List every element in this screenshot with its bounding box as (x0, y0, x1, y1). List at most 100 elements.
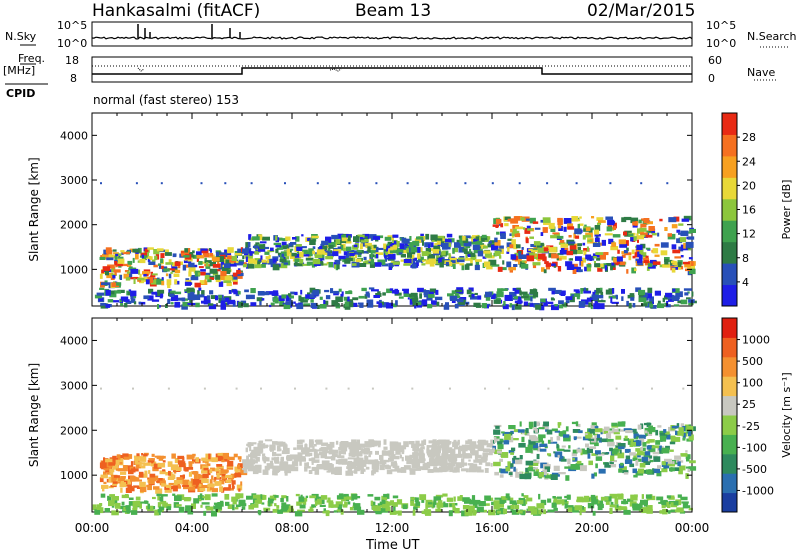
echo-cell (486, 452, 493, 456)
echo-cell (530, 438, 539, 442)
echo-cell (302, 263, 311, 266)
echo-cell (160, 253, 165, 259)
echo-cell (448, 458, 452, 463)
echo-cell (641, 508, 649, 514)
noise-tick-bottom-right: 10^0 (706, 37, 737, 50)
echo-cell (586, 246, 589, 252)
echo-cell (325, 250, 329, 253)
echo-cell (418, 453, 423, 459)
colorbar-tick-label: 4 (742, 276, 749, 289)
echo-cell (353, 506, 362, 511)
echo-cell (427, 451, 436, 458)
echo-cell (553, 451, 556, 454)
echo-cell (511, 447, 516, 452)
echo-cell (592, 496, 597, 500)
echo-cell (609, 461, 614, 467)
echo-cell (206, 463, 211, 467)
echo-cell (469, 453, 472, 457)
echo-cell (361, 250, 369, 254)
noise-sky-line (91, 36, 693, 40)
echo-cell (613, 226, 616, 230)
echo-cell (617, 494, 624, 500)
echo-cell (473, 459, 480, 463)
echo-cell (628, 255, 632, 261)
echo-cell (357, 466, 361, 469)
echo-cell (666, 495, 672, 499)
echo-cell (417, 287, 424, 292)
echo-cell (275, 260, 278, 266)
echo-cell (167, 461, 173, 467)
echo-cell (588, 227, 594, 231)
echo-cell (554, 304, 558, 307)
echo-cell (307, 447, 310, 451)
echo-cell (412, 297, 419, 302)
echo-cell (661, 461, 666, 465)
echo-cell (456, 239, 462, 245)
echo-cell (519, 473, 527, 480)
echo-cell (561, 303, 567, 306)
echo-cell (360, 453, 362, 457)
echo-cell (294, 291, 298, 296)
echo-cell (330, 455, 336, 461)
echo-cell (518, 296, 522, 301)
echo-cell (483, 245, 488, 249)
echo-cell (135, 253, 139, 260)
echo-cell (501, 288, 508, 291)
echo-cell (376, 247, 384, 250)
echo-cell (587, 453, 591, 459)
echo-cell (293, 447, 297, 450)
echo-cell (494, 437, 497, 443)
echo-cell (368, 453, 371, 458)
echo-cell (275, 248, 279, 254)
echo-cell (348, 290, 352, 293)
echo-cell (520, 291, 528, 295)
echo-cell (525, 302, 533, 306)
echo-cell (266, 463, 274, 469)
echo-cell (371, 470, 375, 476)
echo-cell (214, 468, 220, 472)
echo-cell (632, 221, 638, 226)
echo-cell (345, 246, 352, 251)
echo-cell (680, 265, 684, 270)
echo-cell (615, 435, 622, 440)
colorbar-tick-label: -100 (742, 441, 767, 454)
echo-cell (218, 274, 226, 281)
echo-cell (648, 448, 656, 453)
echo-cell (442, 493, 448, 497)
echo-cell (604, 233, 613, 236)
echo-cell (396, 499, 403, 505)
echo-cell (171, 267, 175, 271)
echo-cell (577, 243, 582, 247)
echo-cell (491, 244, 499, 251)
echo-cell (495, 425, 500, 429)
echo-cell (397, 468, 402, 473)
echo-cell (445, 447, 453, 451)
echo-cell (311, 466, 318, 471)
echo-cell (564, 495, 571, 499)
echo-cell (636, 260, 643, 264)
echo-cell (501, 267, 507, 271)
echo-cell (566, 264, 575, 270)
echo-cell (187, 302, 196, 305)
echo-cell (337, 263, 340, 270)
echo-cell (431, 505, 434, 509)
radar-title: Hankasalmi (fitACF) (92, 1, 261, 21)
echo-cell (519, 455, 523, 460)
echo-cell (526, 497, 533, 502)
sparse-echo (640, 182, 643, 185)
echo-cell (243, 465, 248, 470)
echo-cell (409, 242, 413, 248)
echo-cell (136, 485, 143, 489)
echo-cell (596, 217, 604, 221)
echo-cell (162, 502, 168, 507)
echo-cell (383, 494, 387, 500)
echo-cell (670, 495, 675, 499)
echo-cell (613, 432, 620, 435)
echo-cell (319, 258, 323, 263)
echo-cell (235, 274, 243, 279)
echo-cell (170, 302, 174, 305)
echo-cell (208, 304, 217, 310)
echo-cell (483, 261, 491, 267)
echo-cell (170, 295, 179, 301)
